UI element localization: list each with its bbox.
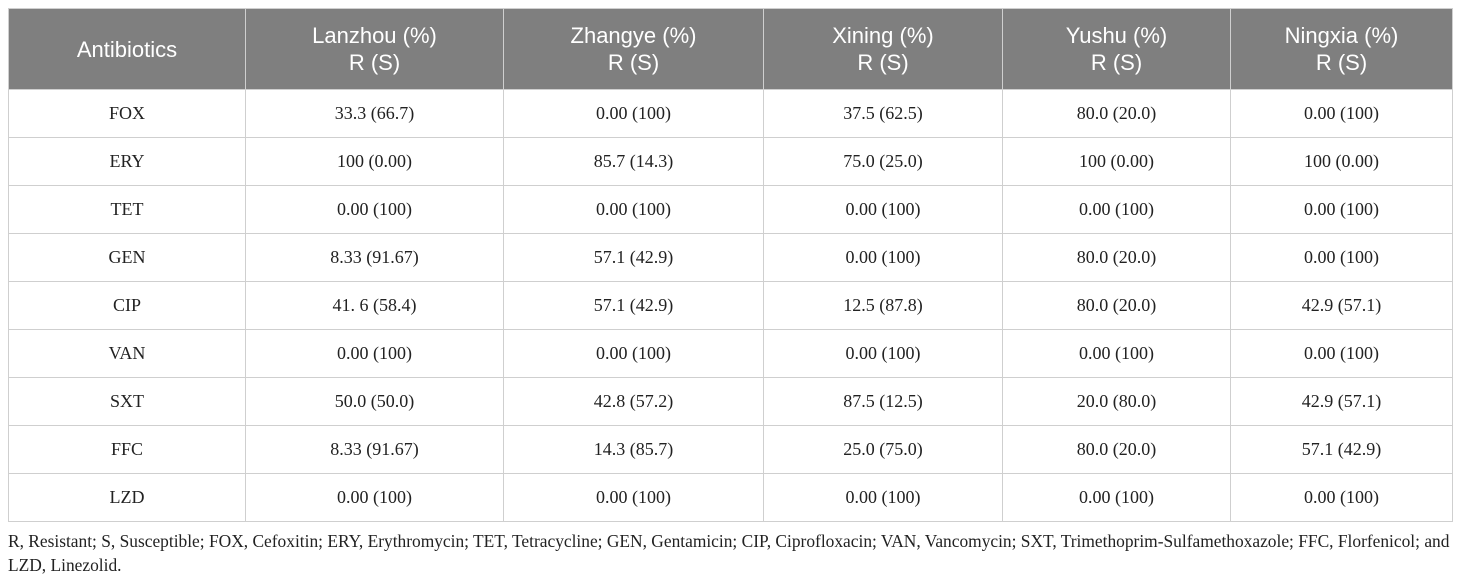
value-cell: 0.00 (100) <box>503 329 764 378</box>
header-text: Xining (%) <box>832 23 934 48</box>
value-cell: 0.00 (100) <box>763 473 1003 522</box>
value-cell: 50.0 (50.0) <box>245 377 504 426</box>
value-cell: 0.00 (100) <box>245 473 504 522</box>
value-cell: 80.0 (20.0) <box>1002 281 1231 330</box>
header-cell: Antibiotics <box>8 8 246 90</box>
value-cell: 25.0 (75.0) <box>763 425 1003 474</box>
value-cell: 41. 6 (58.4) <box>245 281 504 330</box>
value-cell: 0.00 (100) <box>1002 329 1231 378</box>
table-row: VAN 0.00 (100) 0.00 (100) 0.00 (100) 0.00 (1… <box>8 329 1453 378</box>
header-text: Ningxia (%) <box>1284 23 1399 48</box>
header-cell: Lanzhou (%) R (S) <box>245 8 504 90</box>
header-text: Yushu (%) <box>1065 23 1168 48</box>
value-cell: 0.00 (100) <box>1002 473 1231 522</box>
value-cell: 100 (0.00) <box>1230 137 1453 186</box>
value-cell: 14.3 (85.7) <box>503 425 764 474</box>
value-cell: 0.00 (100) <box>1230 185 1453 234</box>
antibiotic-cell: ERY <box>8 137 246 186</box>
value-cell: 0.00 (100) <box>1230 89 1453 138</box>
value-cell: 100 (0.00) <box>245 137 504 186</box>
header-text: R (S) <box>1315 50 1368 75</box>
value-cell: 42.9 (57.1) <box>1230 281 1453 330</box>
value-cell: 33.3 (66.7) <box>245 89 504 138</box>
value-cell: 0.00 (100) <box>503 89 764 138</box>
value-cell: 57.1 (42.9) <box>503 233 764 282</box>
header-cell: Yushu (%) R (S) <box>1002 8 1231 90</box>
header-text: Lanzhou (%) <box>312 23 437 48</box>
header-text: Antibiotics <box>76 36 178 62</box>
value-cell: 8.33 (91.67) <box>245 233 504 282</box>
table-row: FOX 33.3 (66.7) 0.00 (100) 37.5 (62.5) 80.0 … <box>8 89 1453 138</box>
antibiotic-cell: VAN <box>8 329 246 378</box>
value-cell: 57.1 (42.9) <box>503 281 764 330</box>
value-cell: 8.33 (91.67) <box>245 425 504 474</box>
value-cell: 0.00 (100) <box>245 329 504 378</box>
value-cell: 20.0 (80.0) <box>1002 377 1231 426</box>
table-row: GEN 8.33 (91.67) 57.1 (42.9) 0.00 (100) 80.0… <box>8 233 1453 282</box>
value-cell: 42.9 (57.1) <box>1230 377 1453 426</box>
antibiotic-cell: FOX <box>8 89 246 138</box>
footnote: R, Resistant; S, Susceptible; FOX, Cefox… <box>8 531 1450 575</box>
antibiotic-cell: GEN <box>8 233 246 282</box>
antibiotic-cell: LZD <box>8 473 246 522</box>
value-cell: 80.0 (20.0) <box>1002 89 1231 138</box>
table-row: LZD 0.00 (100) 0.00 (100) 0.00 (100) 0.00 (1… <box>8 473 1453 522</box>
antibiotic-cell: FFC <box>8 425 246 474</box>
value-cell: 0.00 (100) <box>503 473 764 522</box>
header-text: R (S) <box>607 50 660 75</box>
value-cell: 75.0 (25.0) <box>763 137 1003 186</box>
value-cell: 0.00 (100) <box>1230 473 1453 522</box>
antibiotic-cell: CIP <box>8 281 246 330</box>
value-cell: 12.5 (87.8) <box>763 281 1003 330</box>
value-cell: 100 (0.00) <box>1002 137 1231 186</box>
value-cell: 80.0 (20.0) <box>1002 233 1231 282</box>
antibiotic-cell: TET <box>8 185 246 234</box>
antibiotic-cell: SXT <box>8 377 246 426</box>
value-cell: 80.0 (20.0) <box>1002 425 1231 474</box>
value-cell: 0.00 (100) <box>763 233 1003 282</box>
value-cell: 37.5 (62.5) <box>763 89 1003 138</box>
header-row: Antibiotics Lanzhou (%) R (S) Zhangye (%) R … <box>8 8 1453 90</box>
table-body: FOX 33.3 (66.7) 0.00 (100) 37.5 (62.5) 80.0 … <box>8 89 1453 522</box>
header-cell: Zhangye (%) R (S) <box>503 8 764 90</box>
header-cell: Xining (%) R (S) <box>763 8 1003 90</box>
header-text: R (S) <box>857 50 909 75</box>
table-row: TET 0.00 (100) 0.00 (100) 0.00 (100) 0.00 (1… <box>8 185 1453 234</box>
value-cell: 0.00 (100) <box>245 185 504 234</box>
table-row: SXT 50.0 (50.0) 42.8 (57.2) 87.5 (12.5) 20.0… <box>8 377 1453 426</box>
header-text: R (S) <box>1090 50 1143 75</box>
header-text: Zhangye (%) <box>570 23 697 48</box>
value-cell: 57.1 (42.9) <box>1230 425 1453 474</box>
value-cell: 0.00 (100) <box>1002 185 1231 234</box>
table-row: CIP 41. 6 (58.4) 57.1 (42.9) 12.5 (87.8) 80.… <box>8 281 1453 330</box>
table-row: FFC 8.33 (91.67) 14.3 (85.7) 25.0 (75.0) 80.… <box>8 425 1453 474</box>
value-cell: 87.5 (12.5) <box>763 377 1003 426</box>
value-cell: 0.00 (100) <box>763 329 1003 378</box>
table-header: Antibiotics Lanzhou (%) R (S) Zhangye (%) R … <box>8 8 1453 90</box>
table-row: ERY 100 (0.00) 85.7 (14.3) 75.0 (25.0) 100 (… <box>8 137 1453 186</box>
value-cell: 0.00 (100) <box>1230 329 1453 378</box>
header-cell: Ningxia (%) R (S) <box>1230 8 1453 90</box>
data-table: Antibiotics Lanzhou (%) R (S) Zhangye (%) R … <box>8 8 1453 522</box>
header-text: R (S) <box>348 50 401 75</box>
value-cell: 0.00 (100) <box>1230 233 1453 282</box>
value-cell: 0.00 (100) <box>763 185 1003 234</box>
value-cell: 0.00 (100) <box>503 185 764 234</box>
value-cell: 42.8 (57.2) <box>503 377 764 426</box>
value-cell: 85.7 (14.3) <box>503 137 764 186</box>
